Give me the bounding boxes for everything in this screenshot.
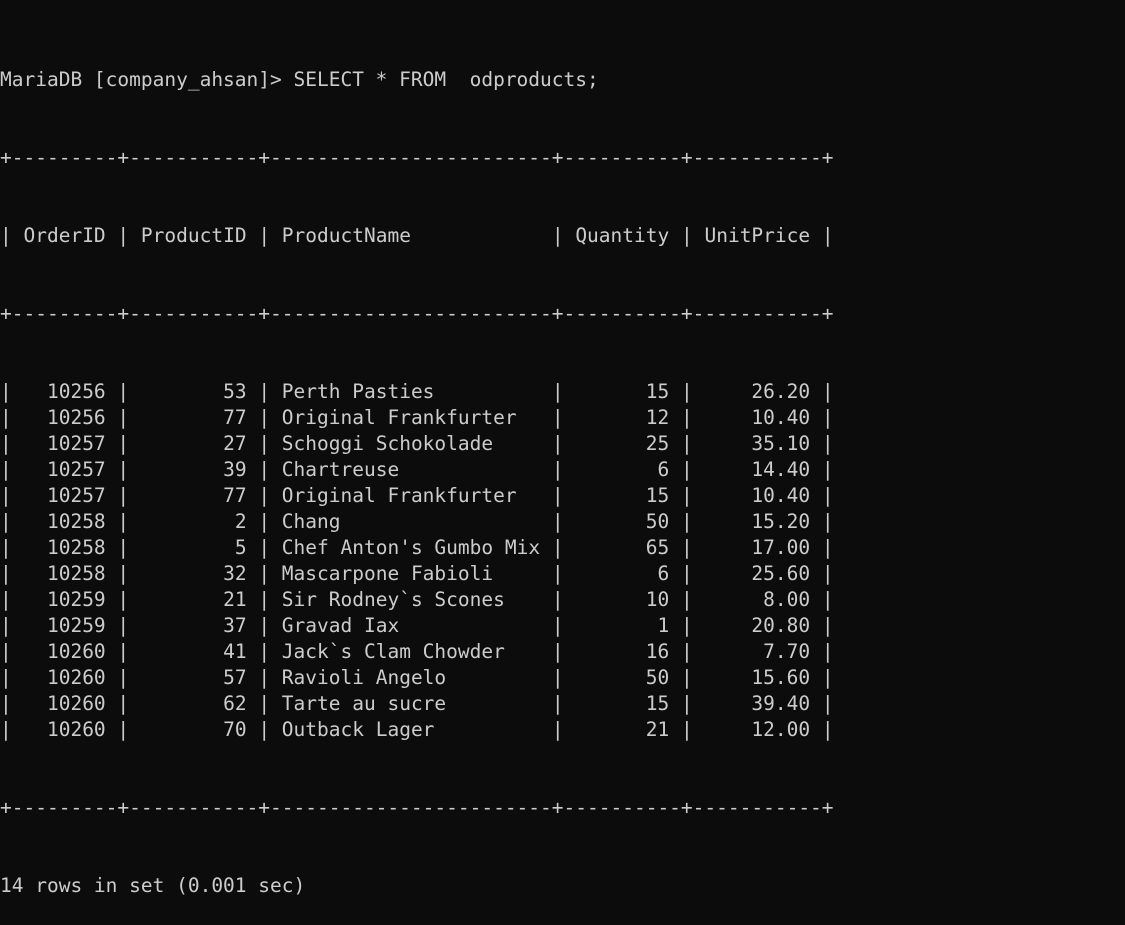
cell-productname: Tarte au sucre (270, 692, 552, 715)
table-border-top: +---------+-----------+-----------------… (0, 146, 834, 169)
cell-orderid: 10257 (11, 458, 118, 481)
cell-productid: 70 (129, 718, 259, 741)
cell-orderid: 10257 (11, 484, 118, 507)
cell-unitprice: 7.70 (692, 640, 822, 663)
cell-orderid: 10260 (11, 640, 118, 663)
cell-productname: Original Frankfurter (270, 484, 552, 507)
table-row: | 10256 | 53 | Perth Pasties | 15 | 26.2… (0, 380, 834, 403)
cell-quantity: 50 (563, 666, 681, 689)
cell-orderid: 10259 (11, 588, 118, 611)
cell-unitprice: 10.40 (692, 484, 822, 507)
command-line: MariaDB [company_ahsan]> SELECT * FROM o… (0, 67, 834, 93)
table-row: | 10259 | 21 | Sir Rodney`s Scones | 10 … (0, 588, 834, 611)
table-row: | 10260 | 57 | Ravioli Angelo | 50 | 15.… (0, 666, 834, 689)
table-row: | 10258 | 32 | Mascarpone Fabioli | 6 | … (0, 562, 834, 585)
table-row: | 10259 | 37 | Gravad Iax | 1 | 20.80 | (0, 614, 834, 637)
cell-orderid: 10260 (11, 666, 118, 689)
cell-productname: Sir Rodney`s Scones (270, 588, 552, 611)
table-border-bottom: +---------+-----------+-----------------… (0, 796, 834, 819)
cell-quantity: 15 (563, 380, 681, 403)
cell-quantity: 50 (563, 510, 681, 533)
table-row: | 10257 | 27 | Schoggi Schokolade | 25 |… (0, 432, 834, 455)
cell-unitprice: 39.40 (692, 692, 822, 715)
cell-productname: Perth Pasties (270, 380, 552, 403)
table-row: | 10258 | 2 | Chang | 50 | 15.20 | (0, 510, 834, 533)
header-productname: ProductName (270, 224, 552, 247)
header-unitprice: UnitPrice (692, 224, 822, 247)
cell-orderid: 10256 (11, 380, 118, 403)
cell-quantity: 15 (563, 484, 681, 507)
cell-unitprice: 10.40 (692, 406, 822, 429)
cell-orderid: 10257 (11, 432, 118, 455)
cell-unitprice: 20.80 (692, 614, 822, 637)
cell-productname: Outback Lager (270, 718, 552, 741)
cell-productid: 27 (129, 432, 259, 455)
cell-productname: Schoggi Schokolade (270, 432, 552, 455)
table-row: | 10258 | 5 | Chef Anton's Gumbo Mix | 6… (0, 536, 834, 559)
cell-productname: Original Frankfurter (270, 406, 552, 429)
table-header-row: | OrderID | ProductID | ProductName | Qu… (0, 224, 834, 247)
cell-orderid: 10260 (11, 692, 118, 715)
table-row: | 10260 | 62 | Tarte au sucre | 15 | 39.… (0, 692, 834, 715)
cell-unitprice: 12.00 (692, 718, 822, 741)
cell-productid: 5 (129, 536, 259, 559)
cell-orderid: 10256 (11, 406, 118, 429)
cell-orderid: 10259 (11, 614, 118, 637)
cell-productid: 53 (129, 380, 259, 403)
cell-productid: 57 (129, 666, 259, 689)
cell-productname: Mascarpone Fabioli (270, 562, 552, 585)
cell-productname: Ravioli Angelo (270, 666, 552, 689)
header-productid: ProductID (129, 224, 259, 247)
cell-productid: 2 (129, 510, 259, 533)
cell-unitprice: 25.60 (692, 562, 822, 585)
header-orderid: OrderID (11, 224, 118, 247)
cell-productid: 41 (129, 640, 259, 663)
cell-productid: 77 (129, 406, 259, 429)
cell-productid: 77 (129, 484, 259, 507)
cell-orderid: 10258 (11, 536, 118, 559)
cell-quantity: 12 (563, 406, 681, 429)
cell-unitprice: 15.60 (692, 666, 822, 689)
cell-quantity: 6 (563, 562, 681, 585)
cell-productid: 32 (129, 562, 259, 585)
table-body: | 10256 | 53 | Perth Pasties | 15 | 26.2… (0, 379, 834, 743)
cell-quantity: 6 (563, 458, 681, 481)
cell-productname: Gravad Iax (270, 614, 552, 637)
cell-unitprice: 17.00 (692, 536, 822, 559)
table-row: | 10260 | 41 | Jack`s Clam Chowder | 16 … (0, 640, 834, 663)
cell-productname: Chang (270, 510, 552, 533)
cell-orderid: 10260 (11, 718, 118, 741)
table-row: | 10260 | 70 | Outback Lager | 21 | 12.0… (0, 718, 834, 741)
cell-orderid: 10258 (11, 510, 118, 533)
table-row: | 10257 | 39 | Chartreuse | 6 | 14.40 | (0, 458, 834, 481)
cell-orderid: 10258 (11, 562, 118, 585)
cell-quantity: 21 (563, 718, 681, 741)
cell-productid: 21 (129, 588, 259, 611)
cell-unitprice: 15.20 (692, 510, 822, 533)
result-summary: 14 rows in set (0.001 sec) (0, 874, 306, 897)
table-border-header: +---------+-----------+-----------------… (0, 302, 834, 325)
cell-quantity: 10 (563, 588, 681, 611)
prompt: MariaDB [company_ahsan]> (0, 68, 294, 91)
cell-unitprice: 8.00 (692, 588, 822, 611)
cell-unitprice: 14.40 (692, 458, 822, 481)
sql-command: SELECT * FROM odproducts; (293, 68, 599, 91)
cell-productname: Chartreuse (270, 458, 552, 481)
terminal-output[interactable]: MariaDB [company_ahsan]> SELECT * FROM o… (0, 15, 834, 925)
cell-productid: 39 (129, 458, 259, 481)
cell-quantity: 65 (563, 536, 681, 559)
cell-productid: 37 (129, 614, 259, 637)
cell-quantity: 15 (563, 692, 681, 715)
table-row: | 10256 | 77 | Original Frankfurter | 12… (0, 406, 834, 429)
cell-unitprice: 26.20 (692, 380, 822, 403)
header-quantity: Quantity (563, 224, 681, 247)
cell-quantity: 25 (563, 432, 681, 455)
cell-productname: Jack`s Clam Chowder (270, 640, 552, 663)
cell-quantity: 1 (563, 614, 681, 637)
cell-productid: 62 (129, 692, 259, 715)
table-row: | 10257 | 77 | Original Frankfurter | 15… (0, 484, 834, 507)
cell-unitprice: 35.10 (692, 432, 822, 455)
cell-quantity: 16 (563, 640, 681, 663)
cell-productname: Chef Anton's Gumbo Mix (270, 536, 552, 559)
